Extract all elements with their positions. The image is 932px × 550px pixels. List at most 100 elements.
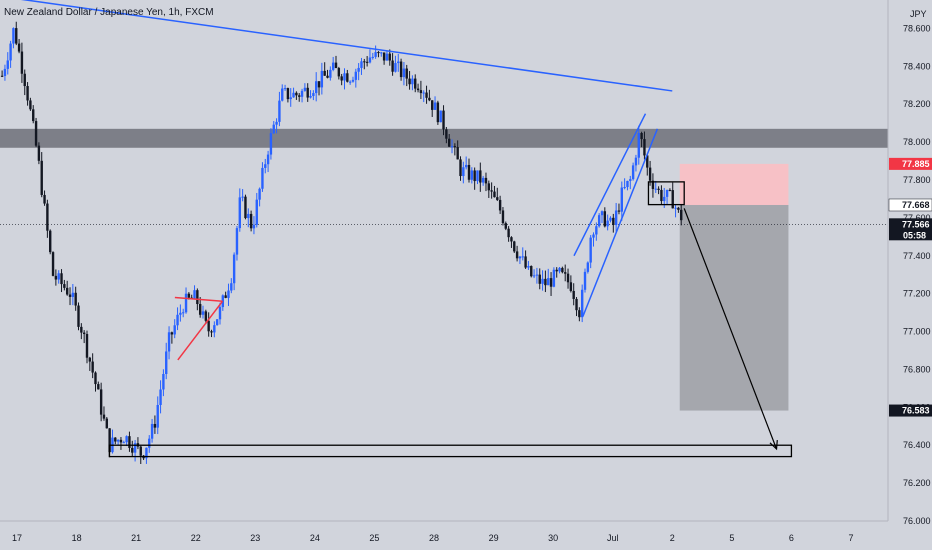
candle-body bbox=[65, 287, 69, 295]
candle-body bbox=[300, 90, 304, 97]
candle-body bbox=[82, 332, 86, 335]
candle-body bbox=[442, 110, 445, 130]
y-tick-label: 76.800 bbox=[903, 364, 931, 374]
price-label: 77.566 bbox=[902, 219, 930, 229]
candle-body bbox=[119, 439, 123, 443]
candle-body bbox=[524, 256, 527, 268]
candle-body bbox=[173, 325, 176, 335]
candle-body bbox=[241, 196, 244, 198]
y-tick-label: 77.200 bbox=[903, 289, 931, 299]
x-tick-label: 17 bbox=[12, 533, 22, 543]
candle-body bbox=[354, 71, 358, 80]
candle-body bbox=[148, 438, 151, 448]
stop-loss-zone bbox=[679, 163, 789, 205]
candle-body bbox=[459, 159, 462, 177]
channel-line bbox=[582, 128, 659, 317]
candle-body bbox=[501, 210, 505, 224]
candle-body bbox=[445, 129, 448, 139]
candle-body bbox=[320, 70, 324, 88]
candle-body bbox=[518, 256, 522, 259]
candle-body bbox=[663, 196, 666, 202]
candle-body bbox=[261, 167, 264, 189]
y-tick-label: 77.800 bbox=[903, 175, 931, 185]
candle-body bbox=[334, 62, 338, 69]
candle-body bbox=[156, 404, 159, 428]
candle-body bbox=[552, 269, 556, 287]
bar-countdown: 05:58 bbox=[903, 230, 926, 240]
candle-body bbox=[544, 278, 547, 286]
candle-body bbox=[281, 88, 284, 101]
price-label: 77.885 bbox=[902, 159, 930, 169]
x-tick-label: 22 bbox=[191, 533, 201, 543]
resistance-zone bbox=[0, 128, 888, 148]
candle-body bbox=[493, 191, 496, 198]
candle-body bbox=[77, 305, 80, 327]
candle-body bbox=[326, 75, 329, 78]
candle-body bbox=[309, 96, 312, 98]
candle-body bbox=[26, 86, 29, 101]
candle-body bbox=[116, 439, 120, 442]
candle-body bbox=[371, 56, 374, 58]
candle-body bbox=[12, 28, 15, 44]
candle-body bbox=[224, 295, 227, 298]
candle-body bbox=[606, 220, 609, 227]
candle-body bbox=[453, 146, 457, 148]
candle-body bbox=[29, 100, 32, 110]
candle-body bbox=[479, 170, 482, 183]
candle-body bbox=[394, 63, 397, 72]
candle-body bbox=[433, 102, 437, 110]
candle-body bbox=[94, 372, 97, 385]
candle-body bbox=[258, 188, 261, 200]
candle-body bbox=[368, 57, 372, 63]
candle-body bbox=[510, 237, 513, 242]
x-tick-label: Jul bbox=[607, 533, 619, 543]
candle-body bbox=[651, 180, 655, 189]
candle-body bbox=[235, 228, 239, 255]
candle-body bbox=[346, 73, 349, 82]
candle-body bbox=[266, 154, 270, 165]
candle-body bbox=[37, 145, 41, 161]
candle-body bbox=[295, 92, 298, 96]
candle-body bbox=[555, 269, 558, 272]
candle-body bbox=[306, 87, 309, 98]
candle-body bbox=[170, 332, 174, 335]
candle-body bbox=[564, 272, 567, 274]
candle-body bbox=[269, 133, 273, 155]
candle-body bbox=[629, 179, 632, 181]
candle-body bbox=[377, 52, 380, 54]
candle-body bbox=[128, 436, 131, 448]
candle-body bbox=[184, 293, 188, 313]
x-tick-label: 18 bbox=[72, 533, 82, 543]
candle-body bbox=[674, 207, 677, 209]
candle-body bbox=[476, 170, 479, 182]
x-tick-label: 2 bbox=[670, 533, 675, 543]
candle-body bbox=[411, 78, 414, 85]
candle-body bbox=[9, 43, 12, 61]
candle-body bbox=[680, 209, 683, 221]
candle-body bbox=[99, 389, 103, 415]
candle-body bbox=[660, 189, 663, 202]
candle-body bbox=[283, 88, 287, 90]
candle-body bbox=[46, 203, 49, 231]
candle-body bbox=[165, 351, 168, 375]
candle-body bbox=[60, 273, 63, 285]
candle-body bbox=[167, 332, 171, 352]
candle-body bbox=[150, 423, 154, 439]
candle-body bbox=[671, 190, 674, 209]
candle-body bbox=[572, 290, 575, 299]
candle-body bbox=[626, 180, 629, 188]
candle-body bbox=[102, 414, 106, 419]
candle-body bbox=[215, 319, 219, 326]
candle-body bbox=[595, 226, 598, 235]
candle-body bbox=[535, 274, 539, 276]
candle-body bbox=[419, 90, 423, 94]
candle-body bbox=[15, 28, 18, 44]
candle-body bbox=[640, 133, 643, 140]
channel-line bbox=[573, 113, 647, 257]
y-tick-label: 77.600 bbox=[903, 213, 931, 223]
candle-body bbox=[490, 190, 493, 192]
candle-body bbox=[108, 428, 111, 453]
candle-body bbox=[159, 389, 162, 405]
candle-body bbox=[561, 267, 564, 273]
candle-body bbox=[586, 262, 590, 272]
